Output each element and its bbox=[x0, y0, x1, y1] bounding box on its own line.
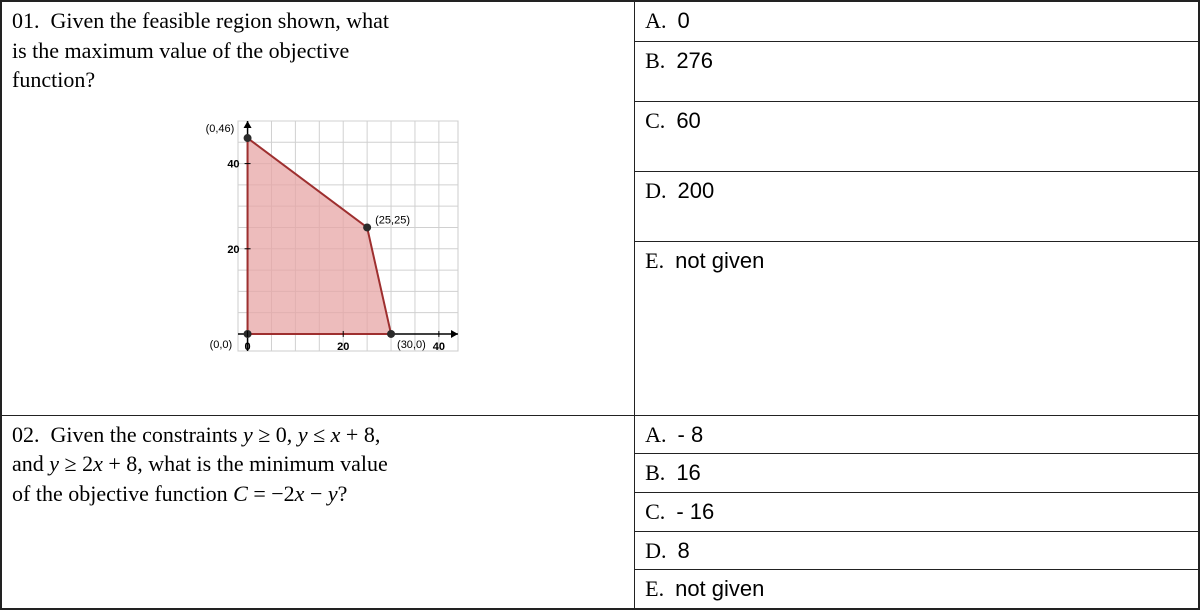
svg-text:0: 0 bbox=[245, 341, 251, 353]
q2-cell: 02. Given the constraints y ≥ 0, y ≤ x +… bbox=[2, 415, 635, 608]
q1-answer-a[interactable]: A. 0 bbox=[635, 2, 1199, 42]
q2-body: Given the constraints y ≥ 0, y ≤ x + 8,a… bbox=[12, 422, 388, 506]
svg-text:(30,0): (30,0) bbox=[397, 339, 426, 351]
svg-text:20: 20 bbox=[337, 341, 349, 353]
q1-answer-e[interactable]: E. not given bbox=[635, 242, 1199, 416]
svg-text:20: 20 bbox=[227, 244, 239, 256]
q1-line1: Given the feasible region shown, what bbox=[51, 8, 389, 33]
q1-number: 01. bbox=[12, 8, 40, 33]
svg-text:40: 40 bbox=[433, 341, 445, 353]
svg-text:(0,0): (0,0) bbox=[210, 339, 233, 351]
q1-feasible-region-chart: (0,46) (25,25) (30,0) (0,0) 0 20 40 20 40 bbox=[168, 101, 468, 371]
worksheet-page: 01. Given the feasible region shown, wha… bbox=[0, 0, 1200, 610]
questions-table: 01. Given the feasible region shown, wha… bbox=[1, 1, 1199, 609]
q1-line3: function? bbox=[12, 67, 95, 92]
q1-answer-d[interactable]: D. 200 bbox=[635, 172, 1199, 242]
q1-line2: is the maximum value of the objective bbox=[12, 38, 349, 63]
q1-cell: 01. Given the feasible region shown, wha… bbox=[2, 2, 635, 416]
q2-answer-d[interactable]: D. 8 bbox=[635, 531, 1199, 570]
q2-answer-c[interactable]: C. - 16 bbox=[635, 492, 1199, 531]
q2-number: 02. bbox=[12, 422, 40, 447]
q1-answer-c[interactable]: C. 60 bbox=[635, 102, 1199, 172]
svg-text:40: 40 bbox=[227, 159, 239, 171]
q2-answer-e[interactable]: E. not given bbox=[635, 570, 1199, 609]
q2-text: 02. Given the constraints y ≥ 0, y ≤ x +… bbox=[12, 420, 624, 509]
q1-text: 01. Given the feasible region shown, wha… bbox=[12, 6, 624, 95]
svg-text:(0,46): (0,46) bbox=[206, 123, 235, 135]
q1-answer-b[interactable]: B. 276 bbox=[635, 42, 1199, 102]
q2-answer-b[interactable]: B. 16 bbox=[635, 454, 1199, 493]
q2-answer-a[interactable]: A. - 8 bbox=[635, 415, 1199, 454]
svg-text:(25,25): (25,25) bbox=[375, 215, 410, 227]
q1-chart-wrap: (0,46) (25,25) (30,0) (0,0) 0 20 40 20 40 bbox=[12, 95, 624, 379]
